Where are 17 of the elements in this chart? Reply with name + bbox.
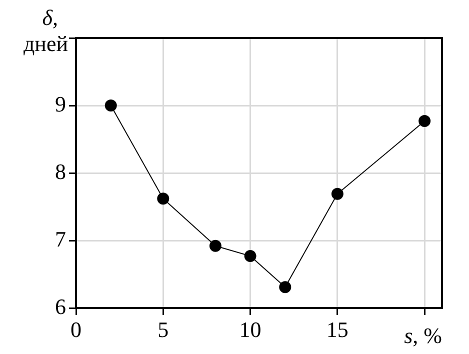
y-tick-label: 6 <box>55 294 66 319</box>
x-tick-label: 0 <box>70 316 82 342</box>
x-tick-label: 5 <box>158 316 169 342</box>
y-axis-title: δ, дней <box>23 5 68 56</box>
point <box>331 188 344 200</box>
point <box>157 192 170 205</box>
point <box>418 115 431 128</box>
y-tick-label: 8 <box>55 158 66 184</box>
x-tick-label: 10 <box>239 316 262 342</box>
x-axis-title: s, % <box>404 323 442 348</box>
y-tick-label: 9 <box>55 91 66 116</box>
point <box>104 100 117 112</box>
y-tick-label: 7 <box>55 226 66 252</box>
point <box>279 281 292 294</box>
x-tick-label: 15 <box>326 316 348 342</box>
point <box>244 250 256 262</box>
point <box>209 240 222 252</box>
